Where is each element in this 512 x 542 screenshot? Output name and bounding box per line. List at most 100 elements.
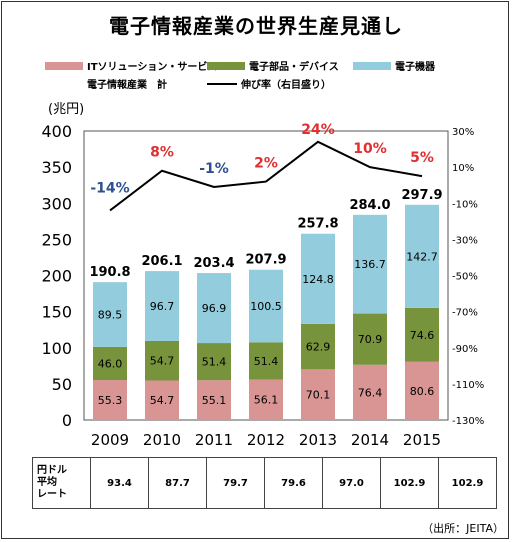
bar-segment bbox=[405, 204, 439, 308]
total-label: 203.4 bbox=[193, 256, 234, 271]
legend-item-total: 電子情報産業 計 bbox=[45, 76, 167, 91]
bar-segment bbox=[93, 282, 127, 347]
y-axis-unit: (兆円) bbox=[48, 102, 84, 117]
legend-swatch-components bbox=[207, 61, 245, 70]
yen-rate-cell: 93.4 bbox=[90, 457, 149, 509]
segment-label: 51.4 bbox=[202, 356, 227, 369]
x-tick-label: 2012 bbox=[247, 431, 285, 449]
segment-label: 80.6 bbox=[410, 385, 435, 398]
y2-tick-label: -90% bbox=[452, 344, 478, 355]
total-label: 284.0 bbox=[349, 198, 390, 213]
source-note: （出所：JEITA） bbox=[422, 522, 504, 535]
bar-segment bbox=[145, 271, 179, 341]
bar-segment bbox=[93, 346, 127, 381]
segment-label: 46.0 bbox=[98, 357, 123, 370]
yen-rate-cell: 79.7 bbox=[206, 457, 265, 509]
growth-label: 10% bbox=[353, 141, 387, 157]
segment-label: 51.4 bbox=[254, 355, 279, 368]
segment-label: 96.9 bbox=[202, 302, 227, 315]
y-tick-label: 350 bbox=[41, 158, 72, 177]
segment-label: 74.6 bbox=[410, 329, 435, 342]
segment-label: 76.4 bbox=[358, 386, 383, 399]
x-tick-label: 2014 bbox=[351, 431, 389, 449]
legend-label-it-services: ITソリューション・サービス bbox=[87, 62, 218, 73]
bar-segment bbox=[353, 214, 387, 314]
segment-label: 55.3 bbox=[98, 394, 123, 407]
bar-segment bbox=[301, 369, 335, 420]
legend-label-components: 電子部品・デバイス bbox=[249, 62, 339, 73]
growth-label: 5% bbox=[410, 150, 434, 166]
segment-label: 54.7 bbox=[150, 355, 175, 368]
y-tick-label: 100 bbox=[41, 339, 72, 358]
growth-label: 2% bbox=[254, 156, 278, 172]
yen-rate-cell: 102.9 bbox=[380, 457, 439, 509]
bar-segment bbox=[301, 323, 335, 370]
bar-segment bbox=[353, 313, 387, 365]
y-tick-label: 50 bbox=[52, 375, 72, 394]
y-tick-label: 0 bbox=[62, 411, 72, 430]
legend-item-it-services: ITソリューション・サービス bbox=[45, 58, 217, 73]
segment-label: 124.8 bbox=[302, 273, 334, 286]
legend-line-growth bbox=[207, 82, 237, 85]
bar-segment bbox=[93, 380, 127, 420]
legend-swatch-equipment bbox=[353, 61, 391, 70]
yen-rate-header: 円ドル 平均 レート bbox=[32, 457, 91, 509]
y2-tick-label: 10% bbox=[452, 163, 474, 174]
bar-segment bbox=[197, 380, 231, 420]
y-tick-label: 150 bbox=[41, 303, 72, 322]
yen-rate-cell: 102.9 bbox=[438, 457, 497, 509]
legend-swatch-total bbox=[45, 79, 83, 88]
y2-tick-label: -50% bbox=[452, 272, 478, 283]
growth-label: -1% bbox=[199, 161, 229, 177]
total-label: 190.8 bbox=[89, 265, 130, 280]
bar-segment bbox=[249, 342, 283, 380]
chart-area: (兆円) 0 50 100 150 200 250 300 350 400 30% 10% -10% -3… bbox=[41, 102, 484, 449]
segment-label: 96.7 bbox=[150, 300, 175, 313]
yen-rate-cell: 87.7 bbox=[148, 457, 207, 509]
growth-label: 8% bbox=[150, 145, 174, 161]
legend-item-growth: 伸び率（右目盛り） bbox=[207, 76, 331, 91]
total-label: 206.1 bbox=[141, 254, 182, 269]
segment-label: 54.7 bbox=[150, 394, 175, 407]
x-tick-label: 2013 bbox=[299, 431, 337, 449]
y-tick-label: 200 bbox=[41, 267, 72, 286]
segment-label: 56.1 bbox=[254, 394, 279, 407]
y2-tick-label: -10% bbox=[452, 199, 478, 210]
bar-segment bbox=[249, 379, 283, 420]
y2-tick-label: -130% bbox=[452, 416, 484, 427]
segment-label: 55.1 bbox=[202, 394, 227, 407]
bar-segment bbox=[353, 364, 387, 420]
y-tick-label: 400 bbox=[41, 122, 72, 141]
legend-label-growth: 伸び率（右目盛り） bbox=[241, 80, 331, 91]
bar-segment bbox=[145, 380, 179, 420]
growth-line bbox=[109, 140, 423, 212]
total-label: 297.9 bbox=[401, 188, 442, 203]
total-label: 257.8 bbox=[297, 217, 338, 232]
bar-segment bbox=[249, 269, 283, 343]
y2-tick-label: 30% bbox=[452, 127, 474, 138]
x-tick-label: 2009 bbox=[91, 431, 129, 449]
segment-label: 70.1 bbox=[306, 389, 331, 402]
growth-label: -14% bbox=[90, 180, 129, 196]
chart-title: 電子情報産業の世界生産見通し bbox=[109, 14, 403, 38]
x-tick-label: 2015 bbox=[403, 431, 441, 449]
yen-rate-cell: 79.6 bbox=[264, 457, 323, 509]
yen-rate-table: 円ドル 平均 レート 93.4 87.7 79.7 79.6 97.0 102.9 … bbox=[32, 457, 497, 509]
bar-segment bbox=[197, 273, 231, 344]
y2-tick-label: -110% bbox=[452, 380, 484, 391]
yen-rate-row: 円ドル 平均 レート 93.4 87.7 79.7 79.6 97.0 102.9 … bbox=[32, 457, 497, 509]
bar-segment bbox=[197, 343, 231, 381]
legend-label-total: 電子情報産業 計 bbox=[87, 80, 167, 91]
x-tick-label: 2011 bbox=[195, 431, 233, 449]
total-label: 207.9 bbox=[245, 253, 286, 268]
legend-item-equipment: 電子機器 bbox=[353, 58, 435, 73]
legend-label-equipment: 電子機器 bbox=[395, 62, 435, 73]
bar-segment bbox=[405, 307, 439, 362]
bar-segment bbox=[301, 233, 335, 324]
yen-rate-cell: 97.0 bbox=[322, 457, 381, 509]
segment-label: 142.7 bbox=[406, 250, 438, 263]
segment-label: 70.9 bbox=[358, 333, 383, 346]
x-tick-label: 2010 bbox=[143, 431, 181, 449]
segment-label: 136.7 bbox=[354, 258, 386, 271]
